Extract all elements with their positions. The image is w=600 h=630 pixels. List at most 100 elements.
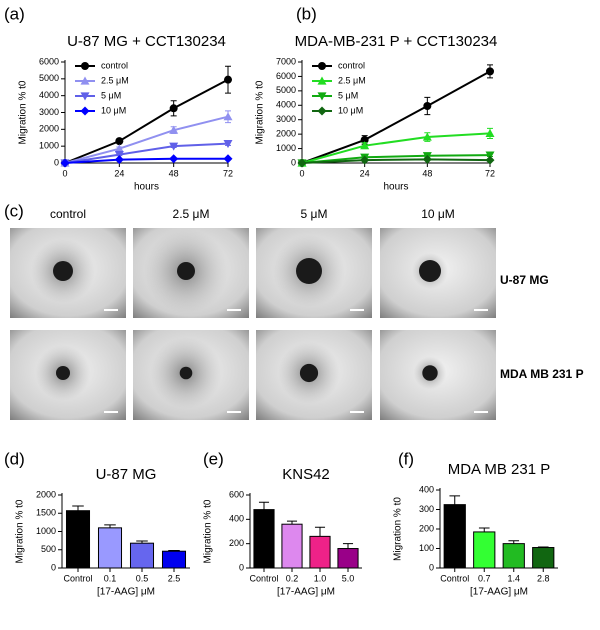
marker (114, 155, 124, 165)
panel-label: (a) (4, 4, 25, 23)
y-tick-label: 3000 (39, 107, 59, 117)
y-axis-label: Migration % t0 (255, 80, 266, 144)
column-label: 5 μM (301, 207, 328, 221)
x-tick-label: 48 (169, 168, 179, 178)
bar (473, 531, 496, 569)
row-label: MDA MB 231 P (500, 367, 584, 381)
error-bar (342, 543, 354, 549)
spheroid (296, 258, 322, 284)
legend-label: 2.5 μM (338, 75, 366, 85)
marker (224, 75, 232, 84)
legend-label: 2.5 μM (101, 75, 129, 85)
y-tick-label: 6000 (39, 56, 59, 66)
spheroid (419, 260, 441, 282)
y-tick-label: 600 (229, 489, 244, 499)
chart-title: U-87 MG + CCT130234 (67, 33, 226, 50)
legend-marker (317, 76, 327, 85)
marker (360, 141, 370, 150)
legend-label: 5 μM (338, 90, 358, 100)
y-tick-label: 5000 (39, 73, 59, 83)
marker (485, 151, 495, 160)
series-line (64, 78, 229, 164)
error-bar (449, 495, 461, 505)
x-axis-label: hours (383, 182, 408, 193)
marker (485, 155, 495, 165)
y-tick-label: 500 (41, 544, 56, 554)
y-axis-label: Migration % t0 (18, 80, 29, 144)
panel-label: (c) (4, 201, 24, 220)
y-tick-label: 0 (54, 157, 59, 167)
y-tick-label: 400 (419, 484, 434, 494)
y-tick-label: 6000 (276, 71, 296, 81)
error-bar (286, 520, 298, 525)
series-line (64, 157, 228, 164)
y-tick-label: 400 (229, 514, 244, 524)
y-axis-label: Migration % t0 (15, 499, 26, 563)
spheroid (179, 366, 193, 380)
spheroid (422, 365, 438, 381)
marker (169, 154, 179, 164)
x-tick-label: 0 (299, 168, 304, 178)
y-tick-label: 1000 (36, 526, 56, 536)
x-tick-label: 0.2 (286, 573, 299, 583)
bar (253, 509, 275, 569)
marker (422, 154, 432, 164)
panel-label: (f) (398, 449, 414, 468)
x-tick-label: 72 (485, 168, 495, 178)
x-tick-label: 0.5 (136, 573, 149, 583)
x-axis-label: [17-AAG] μM (97, 587, 155, 598)
bar (281, 523, 303, 569)
series-line (301, 132, 491, 164)
y-tick-label: 5000 (276, 85, 296, 95)
legend-label: control (338, 60, 365, 70)
error-bar (314, 526, 326, 537)
marker (423, 102, 432, 111)
bar (532, 547, 555, 569)
marker (360, 155, 370, 165)
spheroid (56, 366, 70, 380)
marker (485, 128, 495, 138)
x-tick-label: 0 (62, 168, 67, 178)
y-tick-label: 0 (51, 562, 56, 572)
x-axis-label: hours (134, 182, 159, 193)
bar (129, 542, 155, 569)
marker (360, 135, 369, 144)
y-axis-label: Migration % t0 (203, 499, 214, 563)
y-tick-label: 1500 (36, 508, 56, 518)
marker (223, 154, 233, 164)
bar (309, 535, 331, 569)
marker (297, 158, 307, 168)
y-tick-label: 2000 (39, 124, 59, 134)
chart-title: KNS42 (282, 466, 330, 483)
error-bar (258, 501, 270, 510)
panel-label: (d) (4, 449, 25, 468)
x-tick-label: 24 (360, 168, 370, 178)
legend-label: 10 μM (101, 105, 126, 115)
x-tick-label: 1.4 (507, 573, 520, 583)
bar (161, 550, 187, 569)
chart-title: U-87 MG (96, 466, 157, 483)
y-tick-label: 0 (291, 157, 296, 167)
error-bar (72, 505, 84, 511)
x-axis-label: [17-AAG] μM (470, 587, 528, 598)
y-tick-label: 3000 (276, 114, 296, 124)
legend-label: 5 μM (101, 90, 121, 100)
y-tick-label: 1000 (39, 141, 59, 151)
y-tick-label: 1000 (276, 143, 296, 153)
marker (169, 142, 179, 151)
x-tick-label: Control (63, 573, 92, 583)
marker (114, 144, 124, 153)
legend-marker (318, 62, 326, 70)
marker (114, 150, 124, 160)
column-label: 2.5 μM (173, 207, 210, 221)
y-tick-label: 300 (419, 504, 434, 514)
bar (65, 510, 91, 569)
series-line (301, 158, 491, 164)
legend-marker (81, 62, 89, 70)
chart-title: MDA MB 231 P (448, 461, 551, 478)
x-axis-label: [17-AAG] μM (277, 587, 335, 598)
bar (97, 527, 123, 569)
marker (486, 67, 494, 76)
marker (223, 140, 233, 149)
bar (337, 548, 359, 569)
